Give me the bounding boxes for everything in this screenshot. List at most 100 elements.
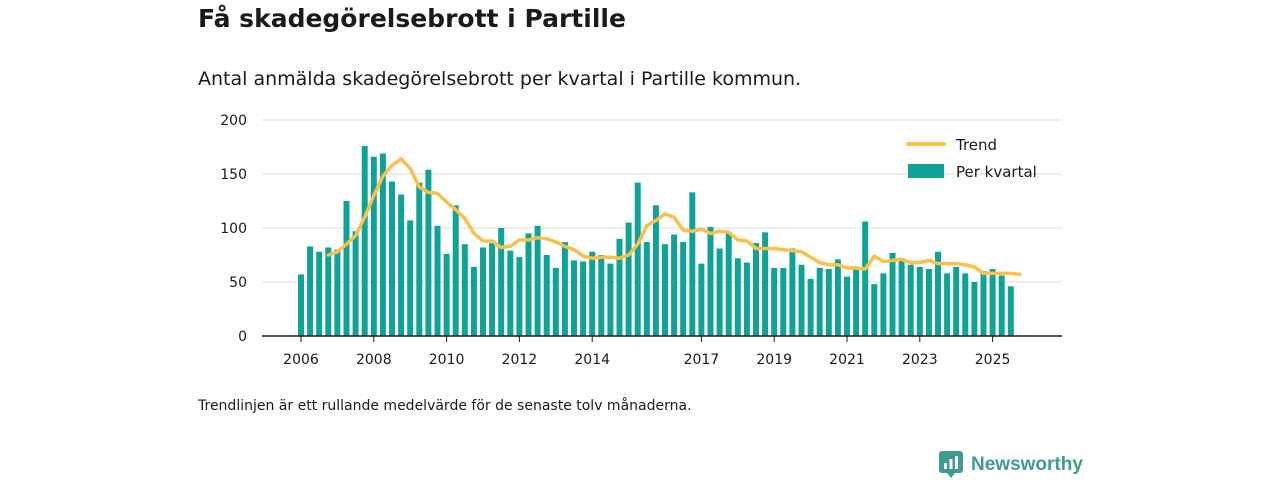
- x-tick-label: 2014: [574, 352, 610, 368]
- brand-logo: Newsworthy: [939, 451, 1083, 479]
- bar: [725, 232, 732, 336]
- bar: [434, 225, 441, 336]
- bar: [944, 273, 951, 336]
- bar: [689, 192, 696, 336]
- bar: [680, 242, 687, 336]
- legend-trend-label: Trend: [955, 136, 997, 154]
- newsworthy-logo-icon: [939, 451, 963, 478]
- x-tick-label: 2006: [283, 352, 319, 368]
- bar: [880, 273, 887, 336]
- bar: [361, 145, 368, 336]
- y-tick-label: 150: [220, 167, 247, 183]
- bar: [753, 243, 759, 336]
- bar: [589, 251, 596, 336]
- legend-bar-swatch: [908, 164, 944, 178]
- bar: [507, 250, 514, 336]
- bar: [452, 205, 459, 336]
- bar: [780, 267, 787, 336]
- trend-line: [326, 157, 1022, 277]
- bar: [807, 278, 814, 336]
- bar: [743, 262, 750, 336]
- bar: [389, 181, 395, 336]
- bar: [416, 182, 423, 336]
- bar: [552, 267, 559, 336]
- bar: [844, 276, 850, 336]
- y-tick-label: 100: [220, 221, 247, 237]
- bar: [407, 220, 414, 336]
- x-tick-label: 2008: [356, 352, 392, 368]
- bar: [443, 253, 450, 336]
- bar: [734, 258, 741, 336]
- bar-line-chart: 0 50 100 150 200 2006 2008 2010 2012 2014 2017 201…: [220, 113, 1062, 368]
- x-tick-label: 2017: [684, 352, 720, 368]
- bar: [343, 201, 350, 336]
- bar: [307, 246, 314, 336]
- bar: [498, 228, 505, 336]
- bar: [862, 221, 869, 336]
- bar: [480, 247, 486, 336]
- bar: [652, 205, 659, 336]
- bar: [580, 261, 587, 336]
- bar: [398, 194, 405, 336]
- y-tick-label: 50: [229, 275, 247, 291]
- bar: [543, 255, 550, 336]
- bar: [980, 271, 987, 336]
- bar: [316, 251, 323, 336]
- x-tick-label: 2025: [975, 352, 1011, 368]
- chart-subtitle: Antal anmälda skadegörelsebrott per kvar…: [198, 68, 802, 90]
- bar: [698, 263, 705, 336]
- bar: [325, 247, 332, 336]
- bar: [634, 182, 641, 336]
- bar: [1007, 286, 1014, 336]
- bar: [889, 252, 896, 336]
- bar: [907, 264, 914, 336]
- bar: [425, 169, 432, 336]
- bar: [853, 266, 860, 336]
- bar: [334, 249, 341, 336]
- bar: [598, 255, 605, 336]
- bar: [489, 243, 496, 336]
- legend: Trend Per kvartal: [906, 136, 1037, 181]
- bar: [816, 267, 823, 336]
- bar: [516, 257, 523, 336]
- bar: [370, 156, 377, 336]
- bar: [662, 244, 668, 336]
- bar: [971, 282, 978, 336]
- bar: [616, 238, 623, 336]
- bar: [825, 269, 832, 336]
- bar: [298, 274, 304, 336]
- bar: [625, 222, 632, 336]
- x-tick-label: 2021: [829, 352, 865, 368]
- bar: [707, 226, 714, 336]
- bar: [470, 266, 477, 336]
- chart-title: Få skadegörelsebrott i Partille: [198, 4, 626, 33]
- x-tick-label: 2019: [756, 352, 792, 368]
- x-tick-label: 2012: [502, 352, 538, 368]
- y-tick-label: 200: [220, 113, 247, 129]
- bar: [762, 232, 769, 336]
- bar: [789, 248, 796, 336]
- bar: [989, 269, 996, 336]
- bar: [525, 233, 532, 336]
- bar: [671, 234, 678, 336]
- bar: [834, 259, 841, 336]
- bar: [379, 153, 386, 336]
- bar: [561, 242, 568, 336]
- bar: [871, 284, 878, 336]
- bar: [998, 275, 1005, 336]
- bar: [916, 266, 923, 336]
- brand-name: Newsworthy: [971, 454, 1083, 475]
- legend-bar-label: Per kvartal: [956, 163, 1037, 181]
- footnote: Trendlinjen är ett rullande medelvärde f…: [198, 398, 692, 414]
- bar: [534, 225, 541, 336]
- bar: [898, 258, 905, 336]
- bar-series: [298, 145, 1014, 336]
- bar: [925, 269, 932, 336]
- x-tick-label: 2010: [429, 352, 465, 368]
- bar: [352, 231, 359, 336]
- bar: [935, 251, 941, 336]
- bar: [571, 260, 577, 336]
- bar: [461, 244, 468, 336]
- x-tick-label: 2023: [902, 352, 938, 368]
- bar: [962, 273, 969, 336]
